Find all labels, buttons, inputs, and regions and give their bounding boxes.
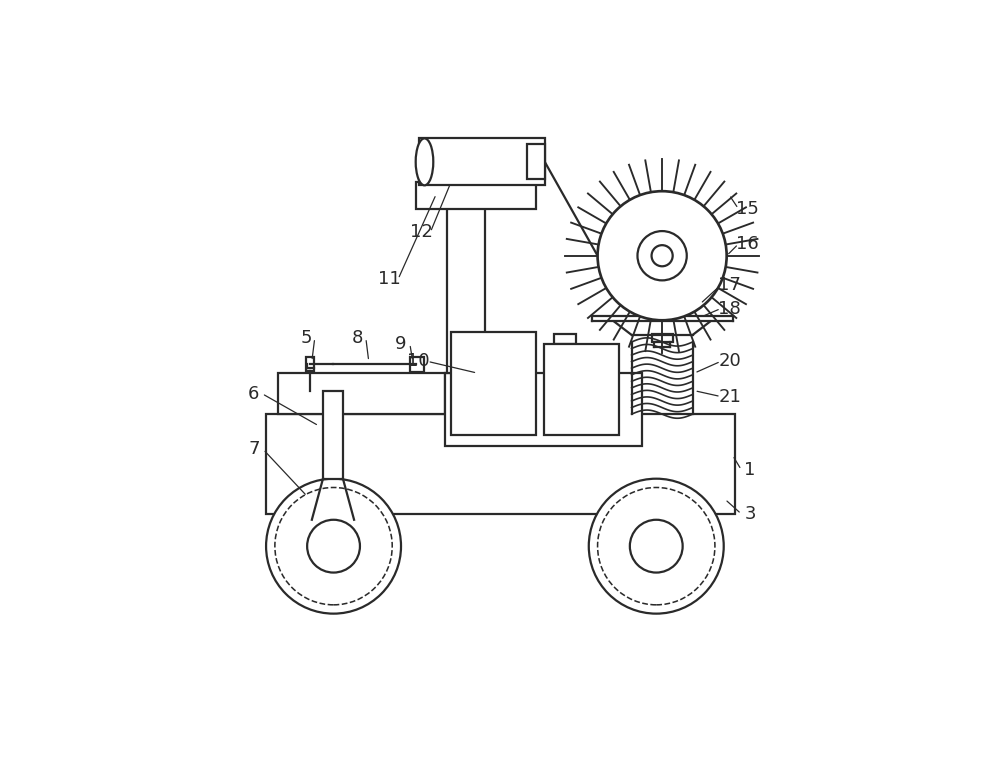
Bar [323,391,343,479]
Bar [445,373,642,447]
Text: 5: 5 [300,329,312,347]
Bar [544,344,619,434]
Text: 10: 10 [407,352,430,370]
Bar [306,357,314,371]
Bar [527,144,545,180]
Text: 17: 17 [718,276,741,294]
Ellipse shape [416,139,433,185]
Text: 16: 16 [736,235,759,253]
Bar [419,139,545,185]
Bar [266,414,735,514]
Circle shape [637,231,687,280]
Bar [447,197,485,373]
Bar [410,357,424,372]
Text: 9: 9 [395,335,407,353]
Circle shape [589,479,724,613]
Text: 12: 12 [410,223,433,242]
Bar [278,373,445,415]
Text: 11: 11 [378,271,401,288]
Text: 1: 1 [744,461,756,479]
Bar [416,182,536,209]
Text: 7: 7 [249,440,260,459]
Text: 8: 8 [351,329,363,347]
Text: 6: 6 [247,385,259,402]
Circle shape [307,520,360,572]
Circle shape [652,245,673,266]
Text: 3: 3 [744,505,756,523]
Bar [554,335,576,344]
Text: 20: 20 [718,352,741,370]
Text: 15: 15 [736,200,759,218]
Circle shape [266,479,401,613]
Circle shape [598,488,715,605]
Text: 21: 21 [718,388,741,405]
Bar [652,334,673,342]
Circle shape [275,488,392,605]
Bar [451,332,536,434]
Circle shape [630,520,683,572]
Circle shape [598,191,727,320]
Text: 18: 18 [718,299,741,318]
